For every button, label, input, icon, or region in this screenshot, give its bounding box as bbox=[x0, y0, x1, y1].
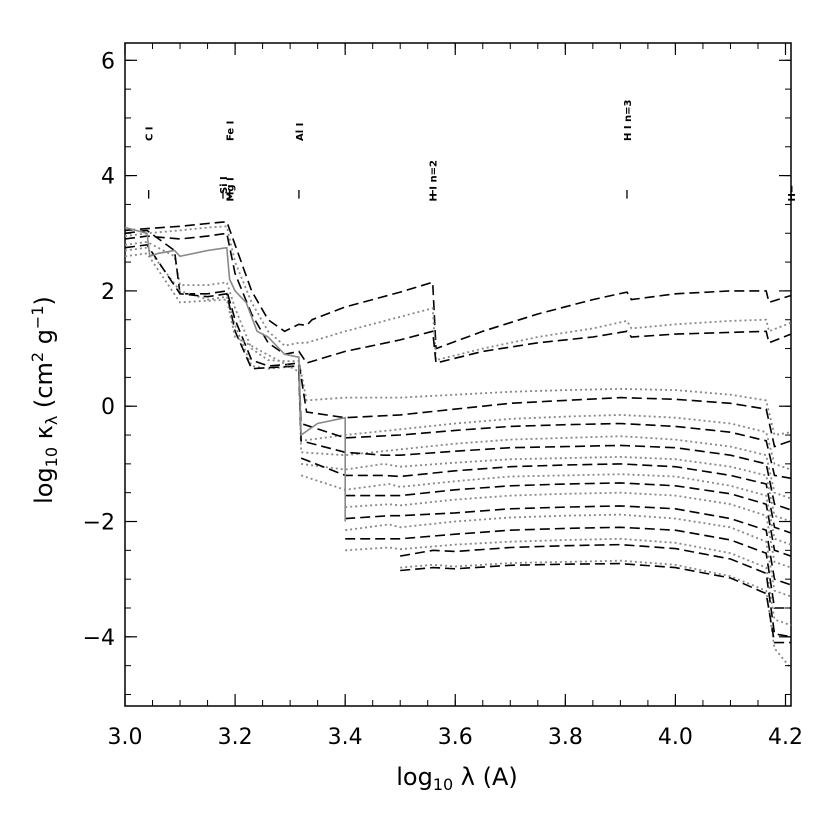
series-line-4 bbox=[124, 229, 792, 448]
edge-marker-label: H I n=3 bbox=[623, 99, 634, 141]
series-line-19 bbox=[400, 559, 792, 670]
series-line-8 bbox=[298, 371, 792, 511]
series-line-10 bbox=[300, 457, 792, 534]
series-line-6 bbox=[124, 243, 792, 480]
plot-frame bbox=[124, 42, 792, 707]
x-tick-label: 3.2 bbox=[218, 725, 253, 750]
edge-marker-label: Si I bbox=[219, 176, 230, 194]
edge-marker-label: Fe I bbox=[226, 121, 237, 141]
edge-marker-label: C I bbox=[145, 126, 156, 141]
series-line-3 bbox=[124, 240, 792, 437]
series-layer bbox=[124, 220, 792, 670]
x-tick-label: 3.0 bbox=[108, 725, 143, 750]
x-tick-label: 3.6 bbox=[438, 725, 473, 750]
edge-marker-label: Mg I bbox=[226, 177, 237, 201]
series-line-13 bbox=[345, 491, 792, 569]
x-tick-label: 3.8 bbox=[548, 725, 583, 750]
x-tick-label: 3.4 bbox=[328, 725, 363, 750]
series-line-2 bbox=[124, 232, 792, 364]
series-line-12 bbox=[345, 482, 792, 557]
edge-marker-label: Al I bbox=[295, 123, 306, 141]
y-tick-label: 2 bbox=[101, 280, 115, 305]
series-line-15 bbox=[345, 513, 792, 598]
series-line-18 bbox=[400, 543, 792, 638]
series-line-14 bbox=[345, 505, 792, 586]
x-tick-label: 4.0 bbox=[658, 725, 693, 750]
series-line-1 bbox=[124, 225, 792, 362]
x-tick-label: 4.2 bbox=[768, 725, 803, 750]
y-axis-label: log10 κλ (cm2 g−1) bbox=[28, 296, 61, 504]
tick-layer: 3.0 3.2 3.4 3.6 3.8 4.0 4.2 −4 −2 0 2 4 6 bbox=[83, 43, 803, 750]
x-axis-label: log10 λ (A) bbox=[396, 763, 518, 794]
series-line-16 bbox=[345, 526, 791, 609]
series-line-20 bbox=[400, 562, 791, 644]
edge-marker-layer: C I Si I Fe I Mg I Al I H I n=2 H I n=3 H− bbox=[145, 99, 798, 201]
plot-border bbox=[124, 42, 792, 707]
edge-marker-label: H I n=2 bbox=[429, 160, 440, 202]
series-line-0 bbox=[124, 220, 792, 350]
y-tick-label: −4 bbox=[83, 626, 115, 651]
y-tick-label: −2 bbox=[83, 511, 115, 536]
y-tick-label: 6 bbox=[101, 49, 115, 74]
y-tick-label: 4 bbox=[101, 165, 115, 190]
series-line-21 bbox=[124, 226, 346, 522]
series-line-7 bbox=[124, 252, 792, 500]
edge-marker-label: H− bbox=[787, 185, 798, 202]
y-tick-label: 0 bbox=[101, 395, 115, 420]
series-line-17 bbox=[345, 537, 792, 627]
series-line-5 bbox=[124, 246, 792, 471]
series-line-9 bbox=[300, 455, 792, 523]
series-line-11 bbox=[300, 473, 792, 546]
